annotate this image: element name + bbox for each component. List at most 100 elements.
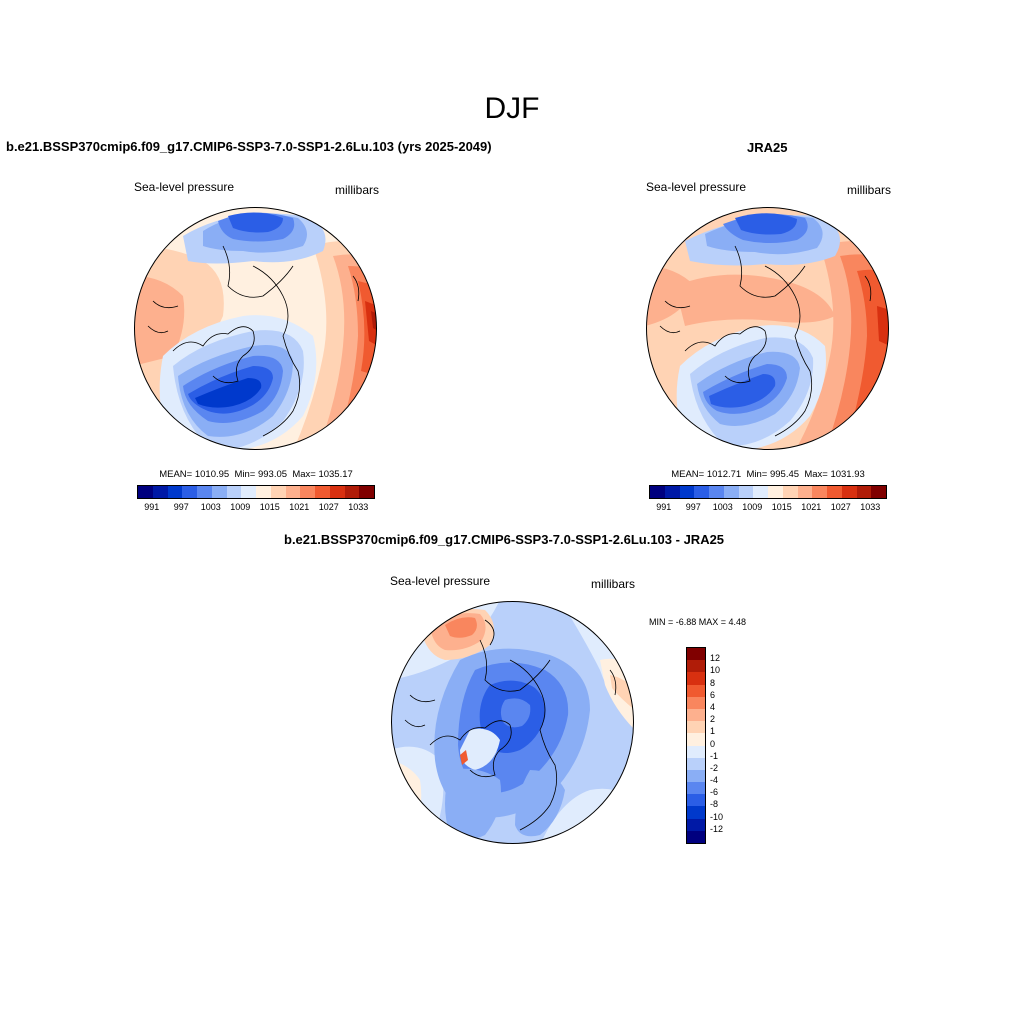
model-colorbar-swatch <box>256 486 271 498</box>
obs-colorbar-tick-label: 1003 <box>712 502 733 512</box>
diff-colorbar-swatch <box>687 745 705 758</box>
model-max-value: Max= 1035.17 <box>292 469 353 480</box>
diff-colorbar-swatch <box>687 818 705 831</box>
obs-colorbar-tick-label: 1009 <box>742 502 763 512</box>
model-colorbar-tick-label: 1021 <box>289 502 310 512</box>
model-colorbar-tick-label: 1033 <box>348 502 369 512</box>
diff-colorbar-swatch <box>687 830 705 843</box>
obs-polar-map <box>646 207 889 450</box>
diff-colorbar-tick-label: 4 <box>710 701 716 712</box>
model-panel-title: b.e21.BSSP370cmip6.f09_g17.CMIP6-SSP3-7.… <box>6 139 492 154</box>
page-title: DJF <box>484 92 540 125</box>
obs-colorbar-swatch <box>797 486 813 498</box>
model-colorbar-swatch <box>344 486 360 498</box>
model-min-value: Min= 993.05 <box>234 469 288 480</box>
model-colorbar-swatch <box>226 486 242 498</box>
obs-colorbar-swatch <box>827 486 842 498</box>
model-colorbar-tick-label: 1009 <box>230 502 251 512</box>
model-colorbar-swatch <box>152 486 168 498</box>
model-colorbar-swatch <box>211 486 227 498</box>
model-polar-map <box>134 207 377 450</box>
diff-colorbar-tick-label: 10 <box>710 665 721 676</box>
diff-colorbar-tick-label: 2 <box>710 714 716 725</box>
diff-colorbar-swatch <box>687 806 705 819</box>
diff-colorbar-swatch <box>687 757 705 770</box>
model-colorbar-swatch <box>359 486 374 498</box>
model-variable-label: Sea-level pressure <box>134 180 235 194</box>
model-colorbar-tick-label: 1003 <box>200 502 221 512</box>
diff-colorbar-tick-label: -4 <box>710 775 719 786</box>
diff-colorbar-tick-label: 0 <box>710 738 716 749</box>
model-colorbar-swatch <box>270 486 286 498</box>
model-colorbar-swatch <box>197 486 212 498</box>
obs-colorbar-tick-label: 991 <box>656 502 672 512</box>
diff-colorbar-tick-label: 12 <box>710 653 721 664</box>
obs-colorbar-swatch <box>768 486 783 498</box>
diff-colorbar-swatch <box>687 660 705 673</box>
model-units-label: millibars <box>335 183 380 197</box>
model-colorbar <box>137 485 375 499</box>
obs-colorbar-tick-label: 1033 <box>860 502 881 512</box>
diff-colorbar-tick-label: -8 <box>710 799 719 810</box>
model-colorbar-swatch <box>138 486 153 498</box>
model-colorbar-swatch <box>182 486 197 498</box>
diff-colorbar-swatch <box>687 648 705 661</box>
diff-colorbar-tick-label: -2 <box>710 762 719 773</box>
obs-colorbar-swatch <box>679 486 695 498</box>
model-colorbar-swatch <box>315 486 330 498</box>
diff-colorbar-tick-label: -10 <box>710 811 724 822</box>
diff-colorbar-tick-label: 8 <box>710 677 716 688</box>
model-colorbar-swatch <box>300 486 315 498</box>
obs-variable-label: Sea-level pressure <box>646 180 747 194</box>
model-colorbar-swatch <box>241 486 256 498</box>
obs-mean-value: MEAN= 1012.71 <box>671 469 742 480</box>
diff-colorbar <box>686 647 706 844</box>
diff-colorbar-swatch <box>687 769 705 783</box>
obs-colorbar-swatch <box>738 486 754 498</box>
diff-colorbar-swatch <box>687 672 705 685</box>
diff-colorbar-swatch <box>687 696 705 709</box>
obs-colorbar-tick-label: 1021 <box>801 502 822 512</box>
obs-colorbar-swatch <box>664 486 680 498</box>
obs-panel-title: JRA25 <box>747 140 788 155</box>
obs-colorbar-swatch <box>709 486 724 498</box>
model-colorbar-tick-label: 991 <box>144 502 160 512</box>
diff-polar-map <box>391 601 634 844</box>
obs-colorbar-swatch <box>841 486 857 498</box>
obs-colorbar-swatch <box>782 486 798 498</box>
diff-colorbar-swatch <box>687 684 705 697</box>
model-colorbar-swatch <box>285 486 301 498</box>
obs-colorbar-swatch <box>650 486 665 498</box>
obs-colorbar-swatch <box>694 486 709 498</box>
obs-colorbar-swatch <box>723 486 739 498</box>
model-colorbar-tick-label: 1027 <box>318 502 339 512</box>
diff-colorbar-swatch <box>687 733 705 746</box>
obs-units-label: millibars <box>847 183 892 197</box>
diff-colorbar-swatch <box>687 708 705 722</box>
diff-colorbar-swatch <box>687 782 705 795</box>
diff-panel-title: b.e21.BSSP370cmip6.f09_g17.CMIP6-SSP3-7.… <box>284 532 725 547</box>
diff-colorbar-swatch <box>687 721 705 734</box>
obs-colorbar-tick-label: 997 <box>685 502 701 512</box>
obs-min-value: Min= 995.45 <box>746 469 800 480</box>
diff-colorbar-tick-label: -1 <box>710 750 719 761</box>
model-mean-value: MEAN= 1010.95 <box>159 469 230 480</box>
obs-max-value: Max= 1031.93 <box>804 469 865 480</box>
model-colorbar-tick-label: 997 <box>173 502 189 512</box>
obs-colorbar-swatch <box>812 486 827 498</box>
diff-units-label: millibars <box>591 577 636 591</box>
model-colorbar-tick-label: 1015 <box>259 502 280 512</box>
obs-colorbar-tick-label: 1027 <box>830 502 851 512</box>
obs-colorbar <box>649 485 887 499</box>
model-colorbar-swatch <box>329 486 345 498</box>
diff-colorbar-tick-label: -6 <box>710 787 719 798</box>
diff-colorbar-swatch <box>687 794 705 807</box>
obs-colorbar-tick-label: 1015 <box>771 502 792 512</box>
diff-colorbar-tick-label: 1 <box>710 726 716 737</box>
obs-colorbar-swatch <box>856 486 872 498</box>
diff-colorbar-tick-label: -12 <box>710 823 724 834</box>
diff-colorbar-tick-label: 6 <box>710 689 716 700</box>
obs-colorbar-swatch <box>753 486 768 498</box>
obs-colorbar-swatch <box>871 486 886 498</box>
diff-minmax-label: MIN = -6.88 MAX = 4.48 <box>649 617 747 627</box>
